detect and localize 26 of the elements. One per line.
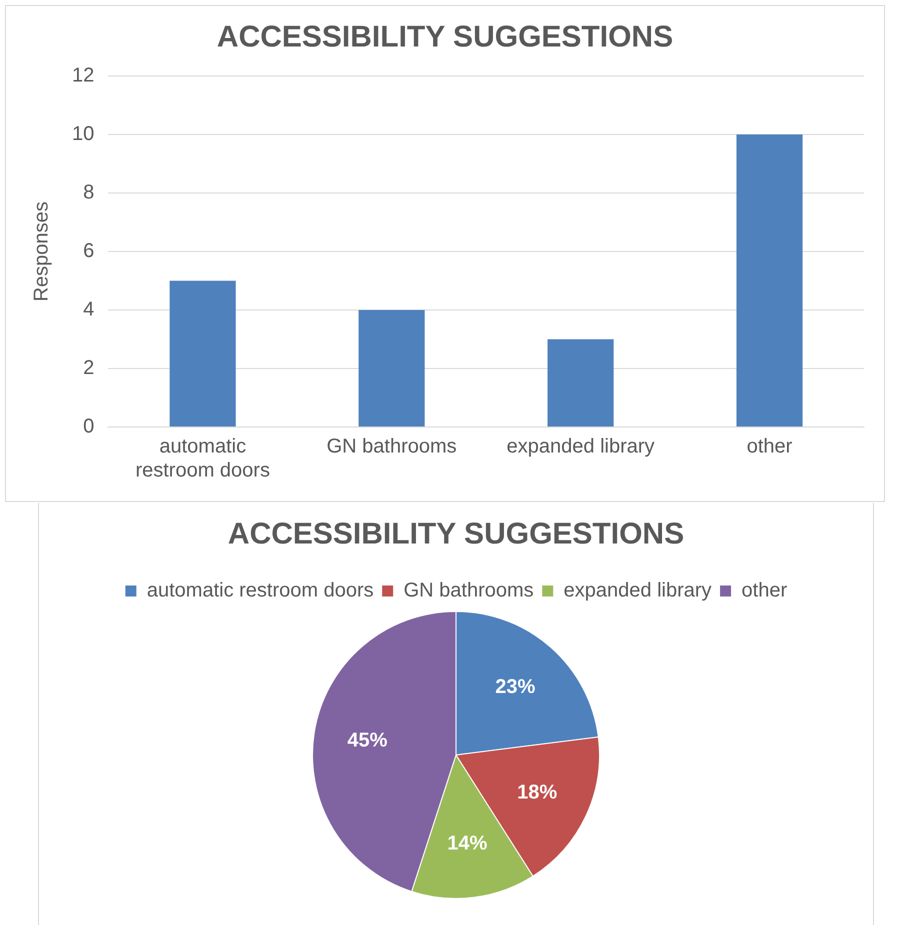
legend-label: other <box>742 580 788 602</box>
bar <box>170 280 236 426</box>
y-tick-label: 0 <box>83 416 94 438</box>
y-tick-label: 2 <box>83 357 94 380</box>
legend-label: expanded library <box>564 580 712 602</box>
legend-label: automatic restroom doors <box>146 580 374 602</box>
y-tick-label: 10 <box>72 123 94 146</box>
bar <box>548 339 614 426</box>
data-label: 18% <box>517 782 558 804</box>
x-tick-label: other <box>746 436 793 458</box>
chart-title: ACCESSIBILITY SUGGESTIONS <box>216 20 674 54</box>
legend-label: GN bathrooms <box>404 580 534 602</box>
y-tick-label: 12 <box>72 64 94 87</box>
data-label: 23% <box>495 676 536 698</box>
chart-title: ACCESSIBILITY SUGGESTIONS <box>228 517 684 550</box>
x-tick-label: GN bathrooms <box>326 436 457 458</box>
data-label: 45% <box>347 729 388 752</box>
y-tick-label: 6 <box>83 240 94 262</box>
bar <box>736 134 803 426</box>
x-tick-label: expanded library <box>506 436 655 458</box>
data-label: 14% <box>447 832 488 854</box>
x-tick-label: automatic restroom doors <box>135 436 270 482</box>
y-tick-label: 4 <box>83 298 94 321</box>
y-axis-title: Responses <box>30 201 53 302</box>
bar <box>358 310 425 426</box>
y-tick-label: 8 <box>83 182 94 204</box>
